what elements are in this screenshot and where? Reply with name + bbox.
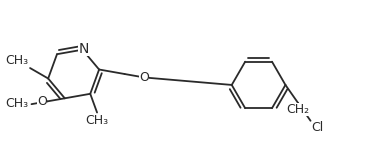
Text: O: O: [139, 71, 149, 84]
Text: Cl: Cl: [312, 121, 324, 134]
Text: O: O: [37, 95, 47, 108]
Text: CH₃: CH₃: [5, 97, 28, 110]
Text: CH₃: CH₃: [85, 115, 109, 127]
Text: CH₂: CH₂: [287, 103, 310, 116]
Text: N: N: [78, 42, 89, 56]
Text: CH₃: CH₃: [5, 54, 28, 67]
